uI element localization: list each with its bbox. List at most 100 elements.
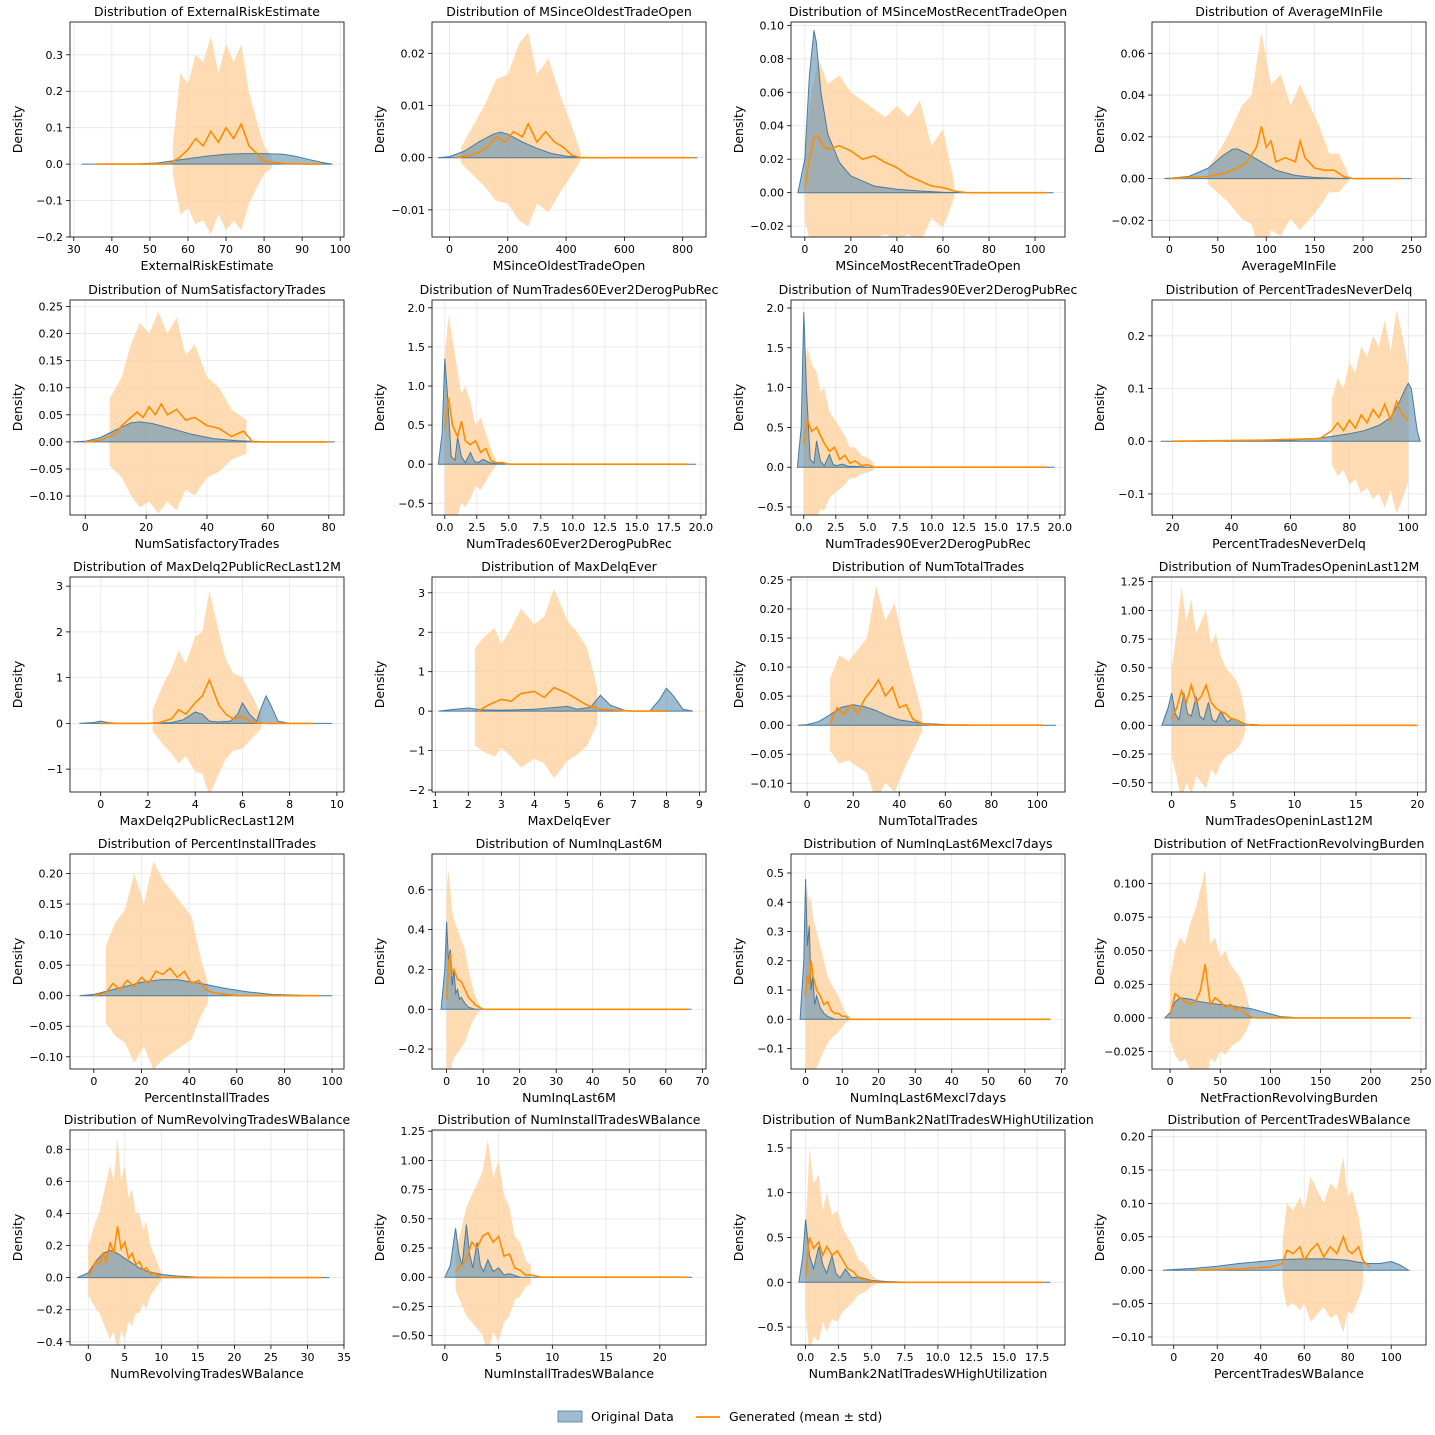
x-tick-label: 7.5 bbox=[896, 1351, 914, 1364]
y-axis-label: Density bbox=[731, 1213, 746, 1261]
y-tick-label: −0.25 bbox=[1111, 748, 1145, 761]
subplot-title: Distribution of NumSatisfactoryTrades bbox=[88, 282, 326, 297]
x-tick-label: 0 bbox=[1166, 243, 1173, 256]
x-tick-label: 60 bbox=[936, 243, 950, 256]
y-tick-label: 0.5 bbox=[767, 421, 785, 434]
x-tick-label: 10 bbox=[154, 1351, 168, 1364]
y-axis-label: Density bbox=[10, 937, 25, 985]
x-tick-label: 0 bbox=[1167, 1075, 1174, 1088]
generated-std-band bbox=[1331, 309, 1409, 514]
y-tick-label: 0.00 bbox=[1121, 719, 1146, 732]
y-tick-label: 0.25 bbox=[39, 300, 64, 313]
generated-std-band bbox=[805, 887, 850, 1069]
y-tick-label: 0.10 bbox=[39, 929, 64, 942]
y-tick-label: 0.00 bbox=[760, 719, 785, 732]
y-axis-label: Density bbox=[10, 383, 25, 431]
x-axis-label: NumTrades60Ever2DerogPubRec bbox=[466, 536, 672, 551]
subplot-13: 0 20 40 60 80 100 −0.10 −0.05 0.00 0.05 0.10 0.15 0.… bbox=[10, 836, 345, 1105]
subplot-10: 1 2 3 4 5 6 7 8 9 −2 −1 0 1 2 3 Distribution of MaxDelq… bbox=[372, 559, 707, 828]
x-tick-label: 150 bbox=[1304, 243, 1325, 256]
generated-std-band bbox=[1170, 870, 1251, 1069]
x-tick-label: 10 bbox=[835, 1075, 849, 1088]
x-tick-label: 5.0 bbox=[863, 1351, 881, 1364]
y-tick-label: −0.1 bbox=[757, 1043, 784, 1056]
axes-frame bbox=[1151, 576, 1427, 793]
axes-frame bbox=[431, 576, 707, 793]
y-tick-label: 1.00 bbox=[401, 1154, 426, 1167]
y-axis-label: Density bbox=[372, 105, 387, 153]
y-tick-label: 0.15 bbox=[39, 355, 64, 368]
x-tick-label: 12.5 bbox=[593, 521, 618, 534]
x-tick-label: 100 bbox=[1398, 521, 1419, 534]
x-tick-label: 2.5 bbox=[827, 521, 845, 534]
x-tick-label: 5 bbox=[121, 1351, 128, 1364]
plot-area bbox=[798, 1147, 1051, 1345]
x-tick-label: 20 bbox=[846, 798, 860, 811]
x-tick-label: 80 bbox=[322, 521, 336, 534]
x-tick-label: 50 bbox=[143, 243, 157, 256]
y-tick-label: 0.20 bbox=[39, 868, 64, 881]
legend-original-swatch bbox=[557, 1410, 583, 1423]
x-tick-label: 40 bbox=[1254, 1351, 1268, 1364]
y-axis-label: Density bbox=[372, 660, 387, 708]
y-tick-label: 0.0 bbox=[1128, 435, 1146, 448]
y-tick-label: 0.100 bbox=[1114, 878, 1146, 891]
y-tick-label: 1.25 bbox=[1121, 576, 1146, 589]
grid bbox=[1152, 577, 1426, 792]
x-tick-label: 80 bbox=[257, 243, 271, 256]
y-tick-label: 1.0 bbox=[408, 380, 426, 393]
y-tick-label: 0.00 bbox=[1121, 173, 1146, 186]
x-tick-label: 15 bbox=[599, 1351, 613, 1364]
x-axis-label: NumSatisfactoryTrades bbox=[135, 536, 280, 551]
x-tick-label: 0 bbox=[1168, 798, 1175, 811]
y-tick-label: 0.0 bbox=[408, 1003, 426, 1016]
y-tick-label: 0.8 bbox=[46, 1143, 64, 1156]
x-tick-label: 100 bbox=[1260, 1075, 1281, 1088]
y-tick-label: 0.00 bbox=[401, 152, 426, 165]
x-tick-label: 9 bbox=[696, 798, 703, 811]
subplot-title: Distribution of NumBank2NatlTradesWHighU… bbox=[762, 1112, 1094, 1127]
generated-mean-line bbox=[87, 1226, 323, 1279]
x-tick-label: 25 bbox=[264, 1351, 278, 1364]
x-tick-label: 2.5 bbox=[468, 521, 486, 534]
subplot-1: 30 40 50 60 70 80 90 100 −0.2 −0.1 0.0 0.1 0.2 0.3 Dis… bbox=[10, 4, 351, 273]
generated-std-band bbox=[444, 315, 496, 515]
x-tick-label: 1 bbox=[432, 798, 439, 811]
axes-frame bbox=[1151, 853, 1427, 1070]
x-tick-label: 20 bbox=[1410, 798, 1424, 811]
generated-mean-line bbox=[96, 121, 322, 165]
x-tick-label: 10.0 bbox=[561, 521, 586, 534]
y-tick-label: −0.50 bbox=[391, 1330, 425, 1343]
y-tick-label: 0.02 bbox=[1121, 131, 1146, 144]
y-tick-label: 3 bbox=[418, 587, 425, 600]
plot-area bbox=[1164, 32, 1412, 237]
plot-area bbox=[799, 878, 1051, 1069]
x-tick-label: 5.0 bbox=[859, 521, 877, 534]
grid bbox=[432, 854, 706, 1069]
x-tick-label: 20 bbox=[139, 521, 153, 534]
x-tick-label: 100 bbox=[322, 1075, 343, 1088]
plot-area bbox=[1162, 1156, 1411, 1333]
y-tick-label: −0.4 bbox=[36, 1336, 63, 1349]
axes-frame bbox=[790, 299, 1066, 516]
x-tick-label: 10 bbox=[1288, 798, 1302, 811]
y-tick-label: 0.5 bbox=[408, 419, 426, 432]
y-tick-label: 0.05 bbox=[1121, 1231, 1146, 1244]
subplot-15: 0 10 20 30 40 50 60 70 −0.1 0.0 0.1 0.2 0.3 0.4 0.5 Dis… bbox=[731, 836, 1068, 1105]
x-tick-label: 2 bbox=[144, 798, 151, 811]
y-tick-label: −0.2 bbox=[398, 1043, 425, 1056]
x-axis-label: NumBank2NatlTradesWHighUtilization bbox=[809, 1366, 1048, 1381]
y-tick-label: 1.5 bbox=[767, 1142, 785, 1155]
generated-std-band bbox=[446, 869, 480, 1069]
subplot-11: 0 20 40 60 80 100 −0.10 −0.05 0.00 0.05 0.10 0.15 0.… bbox=[731, 559, 1066, 828]
generated-mean-line bbox=[1169, 126, 1402, 180]
y-tick-label: −0.05 bbox=[1111, 1298, 1145, 1311]
x-tick-label: 4 bbox=[192, 798, 199, 811]
y-tick-label: 0.25 bbox=[760, 574, 785, 587]
plot-area bbox=[437, 315, 696, 515]
y-tick-label: 1 bbox=[418, 666, 425, 679]
y-tick-label: 0.1 bbox=[46, 122, 64, 135]
plot-area bbox=[1161, 587, 1418, 792]
subplot-title: Distribution of PercentTradesNeverDelq bbox=[1166, 282, 1413, 297]
plot-area bbox=[81, 36, 333, 235]
